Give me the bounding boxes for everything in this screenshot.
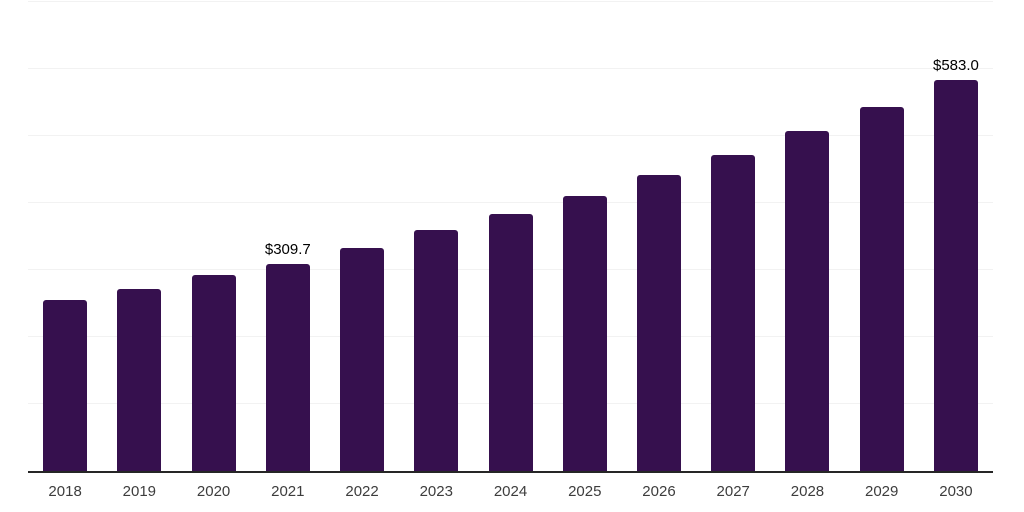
x-axis: 2018 2019 2020 2021 2022 2023 2024 2025 2026 2027… [28,483,993,501]
bar-slot-2028 [770,2,844,471]
bar-2025 [562,195,607,471]
bars: $309.7 $583.0 [28,2,993,471]
x-tick-2024: 2024 [493,483,528,500]
x-tick-2026: 2026 [642,483,676,500]
bar-slot-2018 [28,2,102,471]
bar-slot-2025 [548,2,622,471]
gridline-500 [28,135,993,136]
bar-slot-2022 [325,2,399,471]
bar-2027 [711,154,756,471]
bar-slot-2030: $583.0 [919,2,993,471]
x-tick-2018: 2018 [48,483,82,500]
bar-2024 [488,213,533,471]
x-tick-2028: 2028 [790,483,825,500]
gridline-400 [28,202,993,203]
plot-area: $309.7 $583.0 [28,1,993,473]
bar-2019 [117,289,162,471]
x-tick-2022: 2022 [345,483,379,500]
bar-2020 [191,275,236,471]
x-tick-2020: 2020 [196,483,231,500]
bar-2028 [785,131,830,471]
bar-slot-2019 [102,2,176,471]
value-label-2021: $309.7 [264,240,311,258]
bar-slot-2020 [176,2,250,471]
x-tick-2019: 2019 [122,483,157,500]
bar-2022 [340,247,385,471]
x-tick-2030: 2030 [939,483,973,500]
x-tick-2023: 2023 [419,483,453,500]
bar-slot-2021: $309.7 [251,2,325,471]
gridline-700 [28,1,993,2]
bar-slot-2027 [696,2,770,471]
bar-2021 [265,263,310,471]
x-tick-2025: 2025 [568,483,602,500]
bar-2018 [43,300,88,471]
bar-2026 [636,174,681,471]
x-tick-2027: 2027 [716,483,750,500]
bar-slot-2023 [399,2,473,471]
bar-slot-2024 [473,2,547,471]
value-label-2030: $583.0 [932,57,979,75]
bar-slot-2026 [622,2,696,471]
bar-2030 [933,80,978,471]
x-tick-2021: 2021 [271,483,305,500]
bar-2029 [859,107,904,471]
gridline-600 [28,68,993,69]
bar-slot-2029 [845,2,919,471]
bar-2023 [414,230,459,471]
x-tick-2029: 2029 [865,483,899,500]
